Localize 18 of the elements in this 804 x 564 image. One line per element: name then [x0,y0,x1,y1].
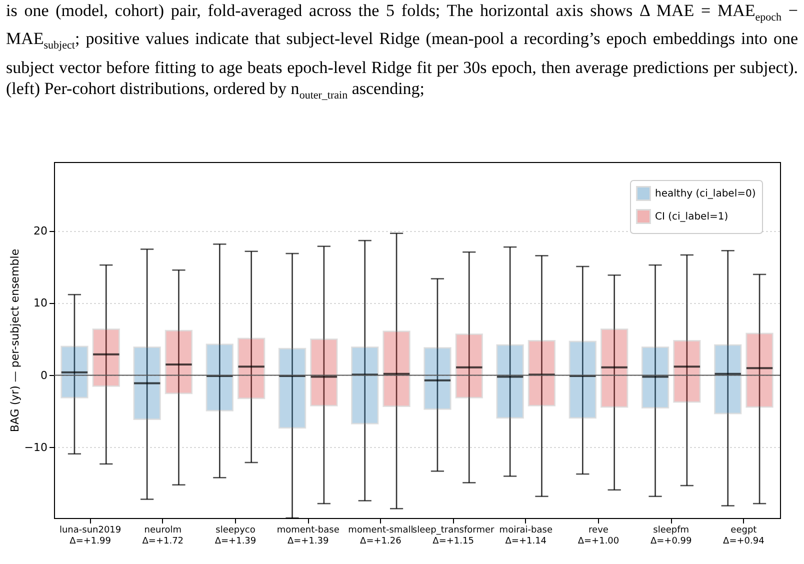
x-tick-label: reve Δ=+1.00 [578,526,620,547]
x-tick-label: neurolm Δ=+1.72 [142,526,184,547]
x-tick-label: moment-small Δ=+1.26 [348,526,414,547]
y-tick-label: −10 [24,441,48,454]
y-axis-title: BAG (yr) — per-subject ensemble [8,248,22,432]
x-tick-label: sleepyco Δ=+1.39 [214,526,256,547]
y-tick-label: 10 [34,296,48,310]
x-tick-label: moirai-base Δ=+1.14 [499,526,553,547]
x-tick-label: sleep_transformer Δ=+1.15 [412,526,495,547]
x-tick-label: moment-base Δ=+1.39 [276,526,340,547]
y-tick-label: 20 [34,224,48,238]
x-tick-label: luna-sun2019 Δ=+1.99 [59,526,122,547]
y-tick-label: 0 [40,368,48,382]
legend-label: healthy (ci_label=0) [655,188,756,200]
legend-label: CI (ci_label=1) [655,212,728,223]
text: is one (model, cohort) pair, fold-averaged across the 5 folds; The horizontal axis shows Δ MAE = MAE$_{epoch}$ − MAE$_{subject}$; positive values indicate that subject-level Ridge (mean-pool a recording’s epoch embeddings into one subject vector before fitting to age beats epoch-level Ridge fit per 30s epoch, then average predictions per subject). (left) Per-cohort distributions, ordered by n$_{outer_train}$ ascending; [6,1,798,102]
x-tick-label: eegpt Δ=+0.94 [723,526,765,547]
x-tick-label: sleepfm Δ=+0.99 [650,526,692,547]
